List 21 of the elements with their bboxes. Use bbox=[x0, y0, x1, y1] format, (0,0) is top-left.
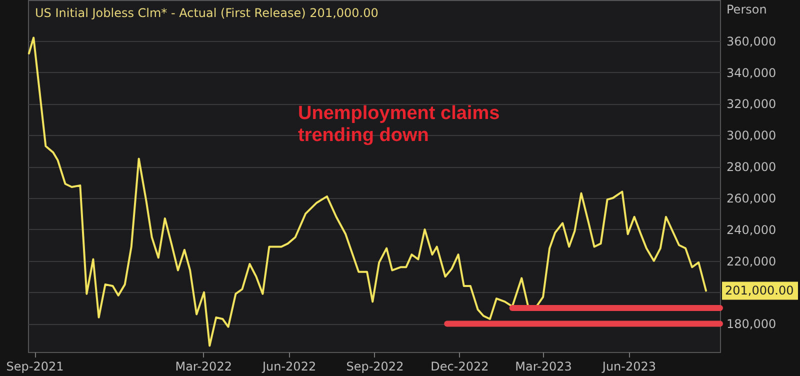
x-tick-label: Mar-2022 bbox=[175, 360, 232, 374]
x-tick-label: Sep-2021 bbox=[6, 360, 64, 374]
y-tick-label: 220,000 bbox=[726, 254, 776, 268]
x-tick-label: Jun-2023 bbox=[601, 360, 656, 374]
x-tick-label: Sep-2022 bbox=[346, 360, 404, 374]
annotation: 201,000.00 bbox=[725, 284, 794, 298]
y-tick-label: 260,000 bbox=[726, 192, 776, 206]
y-tick-label: 280,000 bbox=[726, 160, 776, 174]
annotation: Unemployment claims trending down bbox=[298, 103, 500, 146]
y-tick-label: 320,000 bbox=[726, 97, 776, 112]
x-tick-label: Dec-2022 bbox=[430, 360, 489, 374]
y-axis-title: Person bbox=[726, 2, 767, 16]
x-tick-label: Mar-2023 bbox=[515, 360, 572, 374]
y-tick-label: 340,000 bbox=[726, 66, 776, 80]
text: US Initial Jobless Clm* - Actual (First Release) 201,000.00 bbox=[35, 6, 378, 20]
y-tick-label: 300,000 bbox=[726, 128, 776, 143]
y-tick-label: 360,000 bbox=[726, 34, 776, 48]
y-tick-label: 180,000 bbox=[726, 317, 776, 332]
y-tick-label: 240,000 bbox=[726, 222, 776, 237]
line-series bbox=[28, 36, 708, 347]
x-tick-label: Jun-2022 bbox=[261, 360, 316, 374]
